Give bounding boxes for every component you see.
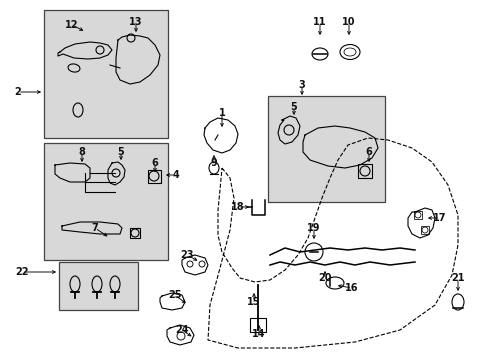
Bar [44,143,168,260]
Text: 9: 9 [210,158,217,168]
Text: 6: 6 [151,158,158,168]
Text: 20: 20 [318,273,331,283]
Text: 15: 15 [247,297,260,307]
Text: 10: 10 [342,17,355,27]
Text: 5: 5 [118,147,124,157]
Text: 19: 19 [306,223,320,233]
Text: 13: 13 [129,17,142,27]
Text: 14: 14 [252,329,265,339]
Text: 6: 6 [365,147,372,157]
Bar [44,10,168,138]
Text: 23: 23 [180,250,193,260]
Text: 21: 21 [450,273,464,283]
Text: 3: 3 [298,80,305,90]
Text: 22: 22 [15,267,29,277]
Text: 16: 16 [345,283,358,293]
Bar [249,318,265,332]
Text: 1: 1 [218,108,225,118]
Bar [267,96,384,202]
Bar [59,262,138,310]
Text: 2: 2 [15,87,21,97]
Text: 12: 12 [65,20,79,30]
Text: 24: 24 [175,325,188,335]
Bar [148,170,161,183]
Text: 8: 8 [79,147,85,157]
Text: 4: 4 [172,170,179,180]
Text: 18: 18 [231,202,244,212]
Text: 17: 17 [432,213,446,223]
Bar [413,211,421,219]
Text: 25: 25 [168,290,182,300]
Bar [130,228,140,238]
Text: 7: 7 [91,223,98,233]
Text: 5: 5 [290,102,297,112]
Text: 11: 11 [313,17,326,27]
Bar [420,226,428,234]
Bar [357,164,371,178]
